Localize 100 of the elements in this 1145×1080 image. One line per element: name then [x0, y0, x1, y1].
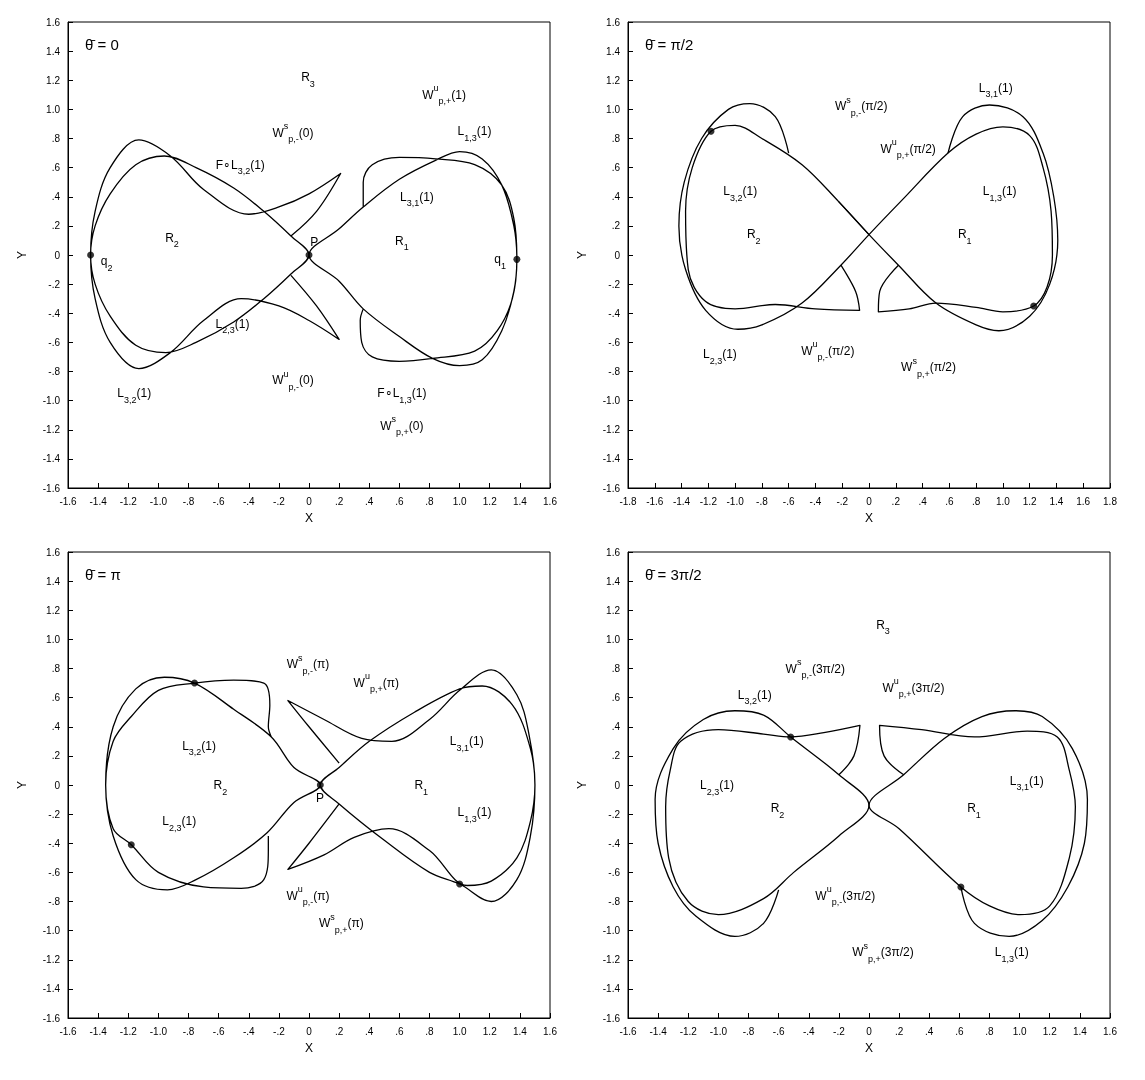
y-tick-label: -.6 — [608, 336, 621, 348]
y-tick-label: 0 — [54, 779, 61, 791]
x-tick-label: .6 — [395, 1025, 404, 1037]
x-tick-label: -1.0 — [149, 1025, 168, 1037]
x-tick-label: -.6 — [772, 1025, 785, 1037]
y-tick-label: -.2 — [608, 808, 621, 820]
y-tick-label: .6 — [51, 162, 61, 174]
x-tick-label: .2 — [891, 495, 901, 507]
y-tick-label: -.6 — [48, 866, 61, 878]
x-tick-label: -.4 — [809, 495, 822, 507]
y-tick-label: -.2 — [48, 808, 61, 820]
annotation: P — [310, 234, 319, 249]
x-tick-label: 1.8 — [1103, 495, 1118, 507]
y-tick-label: 1.2 — [46, 604, 61, 616]
y-tick-label: 1.0 — [46, 103, 61, 115]
x-tick-label: .4 — [918, 495, 928, 507]
x-tick-label: -1.4 — [672, 495, 691, 507]
x-tick-label: 1.2 — [1022, 495, 1038, 507]
x-axis-title: X — [864, 511, 874, 525]
y-tick-label: -.8 — [608, 366, 621, 377]
y-tick-label: .4 — [51, 721, 61, 733]
text: θ̄ = 0 — [85, 36, 119, 53]
x-tick-label: -1.0 — [149, 495, 168, 507]
x-tick-label: -1.0 — [709, 1025, 728, 1037]
x-tick-label: .4 — [365, 1025, 374, 1037]
y-tick-label: -1.4 — [42, 453, 61, 465]
y-tick-label: .8 — [51, 133, 61, 144]
x-tick-label: -1.0 — [726, 495, 745, 507]
text: θ̄ = π/2 — [645, 36, 694, 53]
y-tick-label: .4 — [611, 721, 621, 733]
y-axis-title: Y — [15, 250, 29, 260]
y-tick-label: 1.4 — [46, 45, 61, 57]
x-tick-label: -.2 — [833, 1025, 846, 1037]
y-tick-label: .8 — [611, 663, 621, 674]
y-tick-label: 0 — [614, 779, 621, 791]
x-tick-label: .6 — [395, 495, 404, 507]
x-tick-label: -.6 — [212, 495, 225, 507]
y-tick-label: -1.2 — [42, 954, 61, 966]
text: θ̄ = π — [85, 566, 121, 583]
y-tick-label: 0 — [614, 249, 621, 261]
y-tick-label: .6 — [51, 692, 61, 704]
x-tick-label: -.8 — [756, 495, 769, 507]
y-tick-label: 1.4 — [606, 575, 621, 587]
x-tick-label: -.6 — [212, 1025, 225, 1037]
x-tick-label: 1.0 — [1012, 1025, 1028, 1037]
y-tick-label: .8 — [51, 663, 61, 674]
y-tick-label: -1.6 — [42, 1012, 61, 1024]
y-axis-title: Y — [575, 250, 589, 260]
x-tick-label: 1.2 — [482, 1025, 498, 1037]
y-tick-label: -.6 — [48, 336, 61, 348]
y-tick-label: -1.0 — [42, 395, 61, 407]
y-tick-label: -.2 — [48, 278, 61, 290]
y-tick-label: -1.4 — [602, 453, 621, 465]
y-tick-label: 1.2 — [606, 604, 621, 616]
x-tick-label: 1.6 — [1076, 495, 1091, 507]
x-tick-label: -.4 — [802, 1025, 816, 1037]
x-tick-label: -1.4 — [89, 495, 108, 507]
x-tick-label: .8 — [971, 495, 981, 507]
y-tick-label: .4 — [51, 191, 61, 203]
y-axis-title: Y — [575, 780, 589, 790]
x-tick-label: 1.6 — [543, 1025, 558, 1037]
x-tick-label: -1.2 — [699, 495, 718, 507]
x-tick-label: .8 — [985, 1025, 995, 1037]
y-tick-label: -.4 — [608, 837, 621, 849]
x-tick-label: .2 — [334, 495, 344, 507]
text: θ̄ = 3π/2 — [645, 566, 702, 583]
annotation: P — [316, 791, 325, 806]
x-tick-label: 1.4 — [1049, 495, 1064, 507]
y-tick-label: 1.0 — [46, 633, 61, 645]
y-tick-label: -.4 — [48, 307, 61, 319]
x-tick-label: 1.2 — [1042, 1025, 1058, 1037]
x-tick-label: .6 — [955, 1025, 964, 1037]
x-tick-label: -.8 — [182, 1025, 195, 1037]
y-tick-label: .2 — [51, 220, 61, 232]
x-tick-label: 1.6 — [543, 495, 558, 507]
x-tick-label: 1.0 — [452, 1025, 468, 1037]
y-tick-label: 1.2 — [46, 74, 61, 86]
x-tick-label: .6 — [945, 495, 954, 507]
y-tick-label: -1.2 — [602, 954, 621, 966]
y-tick-label: -1.4 — [42, 983, 61, 995]
y-tick-label: -1.4 — [602, 983, 621, 995]
x-tick-label: -.4 — [242, 495, 256, 507]
x-tick-label: .8 — [425, 495, 435, 507]
x-tick-label: -.6 — [782, 495, 795, 507]
x-tick-label: 0 — [866, 1025, 873, 1037]
x-tick-label: 1.6 — [1103, 1025, 1118, 1037]
y-tick-label: .6 — [611, 692, 621, 704]
x-tick-label: 1.2 — [482, 495, 498, 507]
x-tick-label: -1.6 — [646, 495, 664, 507]
y-tick-label: 1.6 — [46, 16, 61, 28]
y-tick-label: -1.0 — [42, 925, 61, 937]
y-tick-label: -.6 — [608, 866, 621, 878]
x-tick-label: .2 — [334, 1025, 344, 1037]
y-tick-label: -.8 — [48, 896, 61, 907]
x-tick-label: .4 — [365, 495, 374, 507]
y-tick-label: 1.6 — [46, 546, 61, 558]
y-tick-label: -.4 — [48, 837, 61, 849]
x-tick-label: -1.8 — [619, 495, 638, 507]
y-tick-label: 1.0 — [606, 103, 621, 115]
y-tick-label: .2 — [51, 750, 61, 762]
